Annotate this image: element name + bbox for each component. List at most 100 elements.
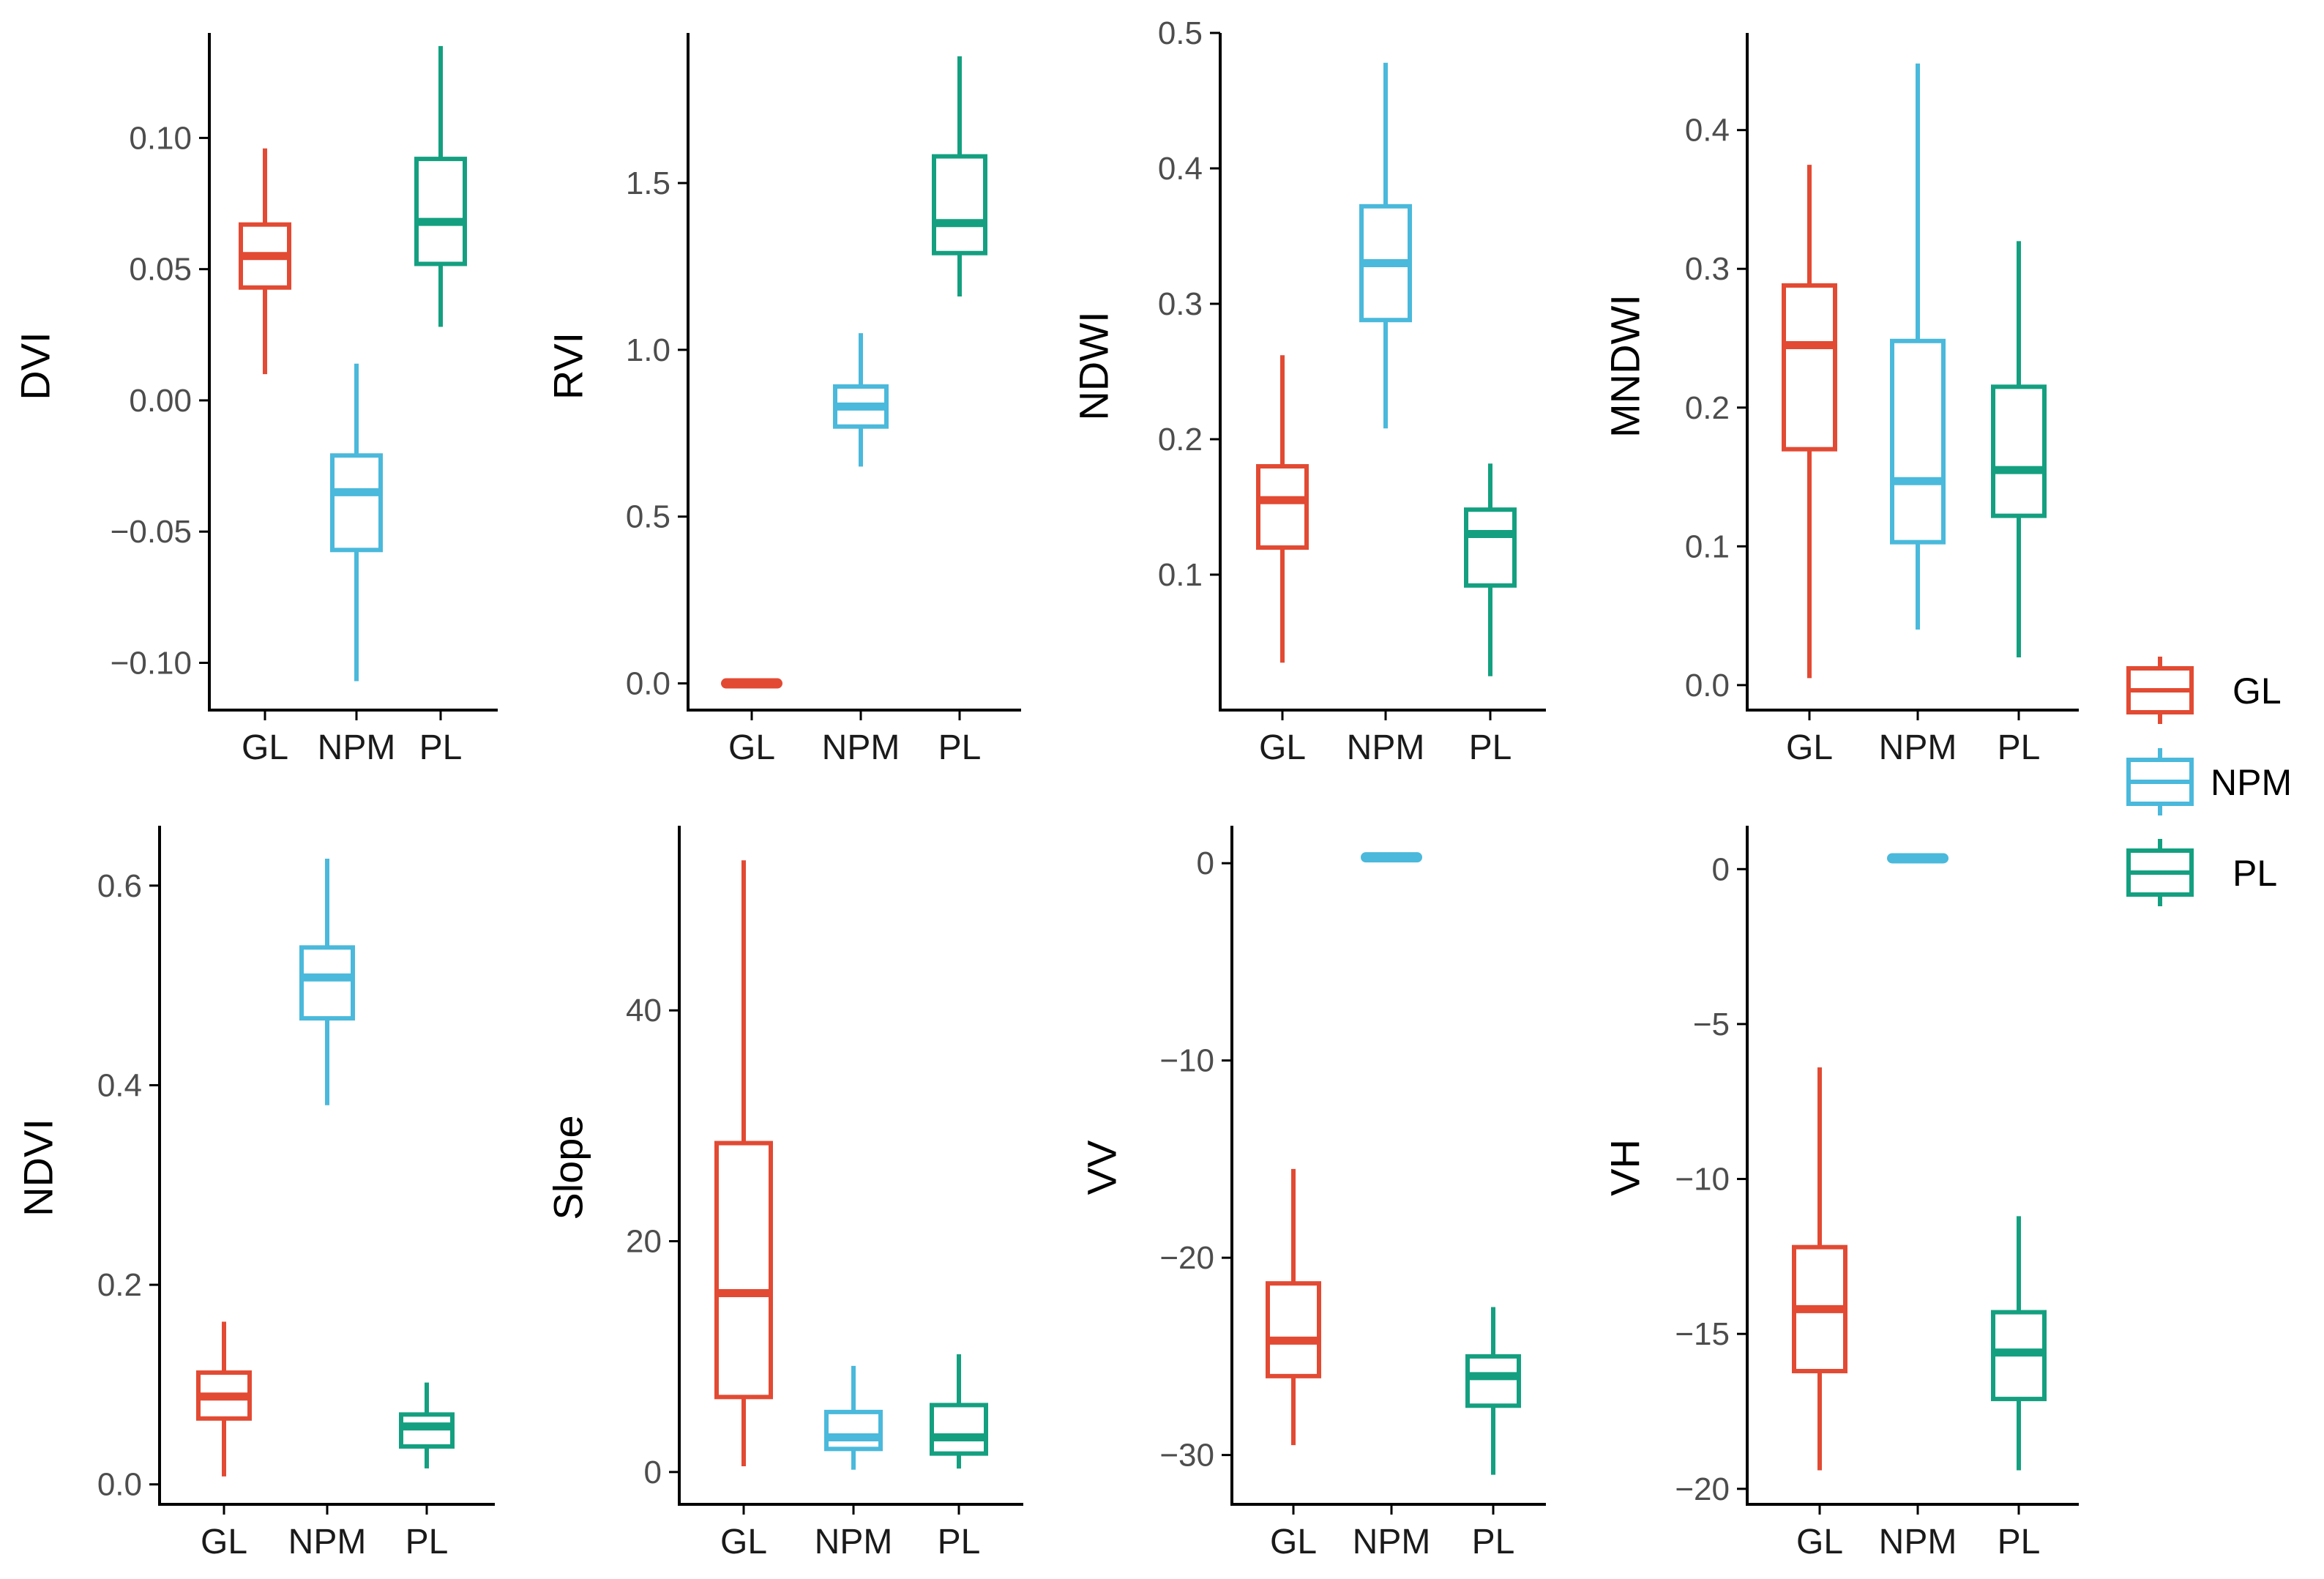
legend-entry-npm: NPM [2126,748,2292,815]
y-tick-label: 20 [626,1224,662,1260]
box-gl [1266,1168,1321,1446]
y-tick-label: 0 [644,1455,662,1490]
y-tick-label: 0.4 [1685,113,1730,149]
box-pl [1464,463,1517,676]
y-tick-label: 0.2 [97,1267,142,1303]
x-tick-label: PL [938,728,982,767]
x-tick-label: GL [728,728,775,767]
y-tick-label: 0 [1197,846,1214,881]
x-tick-label: PL [1998,1523,2041,1561]
box-gl [1782,165,1837,679]
box-pl [1991,241,2047,657]
y-tick-label: 0.2 [1685,390,1730,426]
x-tick-label: GL [720,1523,767,1561]
x-tick-label: PL [419,728,463,767]
x-tick-label: GL [1270,1523,1317,1561]
y-tick-label: −0.10 [111,645,192,681]
x-tick-label: NPM [288,1523,367,1561]
x-tick-label: NPM [1353,1523,1431,1561]
y-axis-title: NDVI [15,1119,61,1217]
y-axis-title: VV [1079,1140,1125,1195]
box-gl [1792,1067,1847,1471]
legend: GL NPM PL [2126,657,2292,906]
box-npm [330,363,383,682]
box-npm [833,333,889,467]
x-tick-label: NPM [822,728,900,767]
iqr-box [1266,1281,1321,1378]
y-tick-label: −0.05 [111,514,192,550]
y-tick-label: 0.5 [626,499,670,535]
legend-label: PL [2233,853,2277,894]
iqr-box [299,945,355,1021]
y-tick-label: 0.1 [1685,529,1730,564]
y-tick-label: 0.3 [1685,251,1730,287]
iqr-box [932,154,987,255]
x-tick-label: GL [201,1523,247,1561]
x-tick-label: PL [1472,1523,1515,1561]
y-tick-label: −10 [1159,1043,1214,1079]
iqr-box [330,453,383,553]
x-tick-label: NPM [1879,728,1957,767]
x-tick-label: PL [1469,728,1512,767]
x-tick-label: GL [242,728,288,767]
iqr-box [414,157,467,266]
y-tick-label: −30 [1159,1438,1214,1474]
y-tick-label: 0.0 [97,1467,142,1503]
x-tick-label: NPM [1879,1523,1957,1561]
x-tick-label: GL [1796,1523,1843,1561]
iqr-box [930,1403,988,1456]
y-tick-label: 0.4 [97,1067,142,1103]
iqr-box [1465,1354,1521,1408]
panel-mndwi: 0.0 0.1 0.2 0.3 0.4 GL NPM PL MNDWI [1602,33,2079,767]
y-axis-title: RVI [545,332,591,400]
iqr-box [714,1141,773,1400]
box-pl [414,45,467,327]
iqr-box [1782,283,1837,452]
box-npm [824,1365,883,1470]
y-tick-label: 1.5 [626,165,670,201]
y-tick-label: 1.0 [626,332,670,368]
y-tick-label: 0.2 [1158,422,1203,458]
panel-vv: −30 −20 −10 0 GL NPM PL VV [1079,826,1546,1561]
y-tick-label: −20 [1675,1471,1730,1507]
box-npm [1359,62,1412,429]
iqr-box [1256,464,1309,550]
panel-slope: 0 20 40 GL NPM PL Slope [545,826,1023,1561]
x-tick-label: PL [938,1523,981,1561]
iqr-box [1890,338,1946,545]
y-axis-title: NDWI [1071,311,1117,420]
box-npm [1890,63,1946,630]
y-axis-title: DVI [12,332,59,400]
box-pl [399,1382,455,1468]
box-pl [932,56,987,296]
y-tick-label: 0.5 [1158,15,1203,51]
y-tick-label: 40 [626,993,662,1029]
legend-entry-pl: PL [2126,839,2277,906]
y-tick-label: −10 [1675,1162,1730,1198]
legend-entry-gl: GL [2126,657,2282,724]
box-gl [196,1321,252,1477]
y-tick-label: −5 [1693,1007,1730,1042]
y-tick-label: 0.0 [1685,668,1730,703]
y-tick-label: 0.10 [129,120,192,156]
x-tick-label: PL [406,1523,449,1561]
y-tick-label: 0.00 [129,383,192,419]
panel-ndwi: 0.1 0.2 0.3 0.4 0.5 GL NPM PL NDWI [1071,15,1546,767]
iqr-box [1464,507,1517,588]
box-pl [1465,1307,1521,1475]
y-tick-label: 0.1 [1158,557,1203,593]
panel-ndvi: 0.0 0.2 0.4 0.6 GL NPM PL NDVI [15,826,495,1561]
x-tick-label: NPM [318,728,396,767]
y-axis-title: MNDWI [1602,294,1648,438]
x-tick-label: NPM [815,1523,893,1561]
legend-label: GL [2233,671,2282,712]
panel-vh: −20 −15 −10 −5 0 GL NPM PL VH [1602,826,2079,1561]
box-gl [714,860,773,1466]
iqr-box [1991,384,2047,518]
x-tick-label: NPM [1347,728,1425,767]
box-pl [1991,1216,2047,1471]
y-tick-label: 0.6 [97,868,142,904]
y-axis-title: Slope [545,1115,591,1220]
